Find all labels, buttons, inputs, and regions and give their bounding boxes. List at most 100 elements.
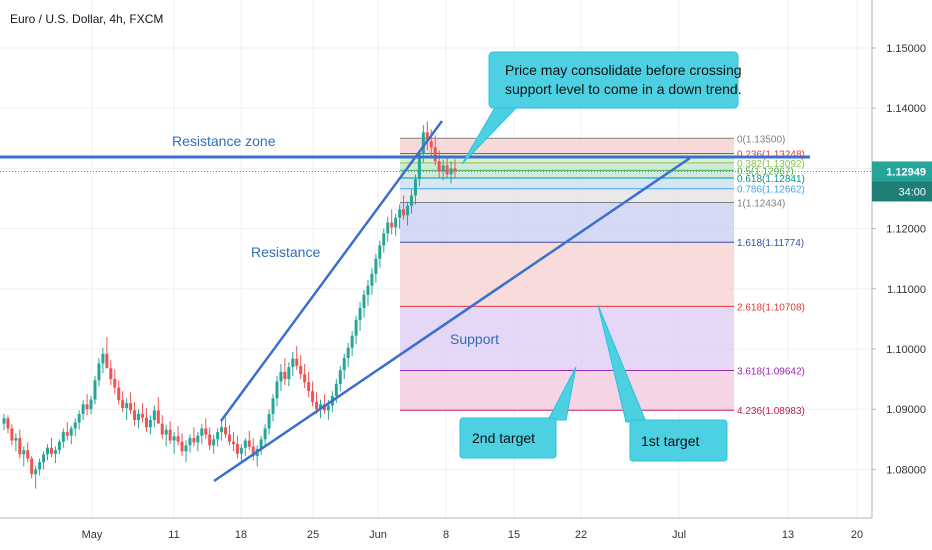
candle-body [247, 440, 251, 447]
candle-body [22, 450, 26, 455]
fib-level-label: 0.786(1.12662) [737, 185, 805, 196]
candle-body [398, 209, 402, 218]
fibonacci-retracement: 0(1.13500) 0.236(1.13248)0.382(1.13092) 0.… [400, 134, 805, 417]
candle-body [402, 209, 406, 216]
candle-body [49, 447, 53, 454]
candle-body [192, 438, 196, 443]
candle-body [212, 439, 216, 446]
candle-body [184, 445, 188, 452]
y-tick-label: 1.08000 [886, 464, 926, 476]
candle-body [121, 400, 125, 408]
candle-body [271, 398, 275, 415]
x-tick-label: Jun [369, 529, 387, 541]
fib-level-label: 1.618(1.11774) [737, 238, 804, 249]
candle-body [366, 285, 370, 295]
candle-body [406, 205, 410, 216]
candle-body [362, 294, 366, 309]
candle-body [224, 427, 228, 435]
candle-body [137, 414, 141, 421]
candle-body [231, 441, 235, 445]
x-tick-label: Jul [672, 529, 686, 541]
candle-body [421, 132, 425, 154]
candle-body [144, 417, 148, 428]
fib-level-label: 1(1.12434) [737, 198, 785, 209]
candle-body [69, 428, 73, 436]
y-tick-label: 1.15000 [886, 43, 926, 55]
price-badge [872, 161, 932, 182]
candle-body [208, 434, 212, 446]
candle-body [228, 434, 231, 442]
candle-body [382, 233, 386, 246]
candle-body [152, 410, 156, 421]
y-tick-label: 1.11000 [887, 284, 926, 296]
candle-body [140, 414, 144, 418]
x-tick-label: 8 [443, 529, 449, 541]
candle-body [394, 217, 398, 228]
candle-body [275, 381, 279, 399]
y-tick-label: 1.14000 [886, 103, 926, 115]
fib-level-label: 2.618(1.10708) [737, 302, 805, 313]
candle-body [113, 379, 117, 388]
candle-body [61, 432, 65, 442]
candle-body [220, 427, 224, 433]
candle-body [65, 432, 69, 436]
candle-body [346, 347, 350, 359]
candle-body [425, 132, 429, 142]
candle-body [101, 353, 105, 364]
resistance-label: Resistance [251, 244, 320, 260]
candle-body [10, 428, 14, 441]
y-tick-label: 1.09000 [886, 404, 926, 416]
price-badge-value: 1.12949 [886, 166, 926, 178]
candle-body [259, 439, 263, 449]
candle-body [148, 420, 152, 428]
x-tick-label: 20 [851, 529, 863, 541]
candle-body [93, 380, 97, 400]
candle-body [342, 358, 346, 371]
y-tick-label: 1.10000 [886, 344, 926, 356]
candle-body [188, 438, 192, 446]
y-tick-label: 1.12000 [886, 224, 926, 236]
candle-body [449, 168, 453, 175]
candle-body [85, 404, 89, 410]
fib-level-label: 0.382(1.13092) [737, 159, 805, 170]
support-line [213, 156, 691, 483]
candle-body [34, 469, 38, 475]
candle-body [267, 414, 271, 429]
fib-zone [400, 138, 734, 154]
candle-body [279, 371, 283, 382]
callout-consolidate-box [488, 51, 739, 109]
candle-body [235, 444, 239, 454]
x-tick-label: 18 [235, 529, 247, 541]
candle-body [14, 438, 18, 441]
resistance-line [219, 120, 444, 422]
fib-zone [400, 242, 734, 307]
candle-body [125, 403, 129, 408]
candle-body [77, 414, 81, 423]
candle-body [374, 258, 378, 274]
candle-body [350, 335, 354, 348]
candle-body [263, 428, 267, 440]
candle-body [291, 358, 295, 368]
callout-2nd-target-text: 2nd target [472, 430, 535, 446]
candle-body [176, 436, 180, 442]
candle-body [413, 179, 417, 196]
callout-consolidate-text: support level to come in a down trend. [505, 81, 742, 97]
candlestick-series [2, 121, 457, 489]
callout-pointer [547, 366, 577, 421]
fib-zone [400, 202, 734, 243]
candle-body [303, 374, 307, 383]
candle-body [299, 365, 303, 375]
candle-body [433, 147, 437, 162]
fib-zone [400, 162, 734, 171]
candle-body [318, 404, 322, 410]
candle-body [196, 435, 200, 443]
x-tick-label: 22 [575, 529, 587, 541]
candle-body [417, 153, 421, 180]
support-label: Support [450, 331, 499, 347]
fib-level-label: 0(1.13500) [737, 134, 785, 145]
candle-body [6, 418, 10, 429]
candle-body [243, 440, 247, 448]
candle-body [46, 447, 50, 455]
